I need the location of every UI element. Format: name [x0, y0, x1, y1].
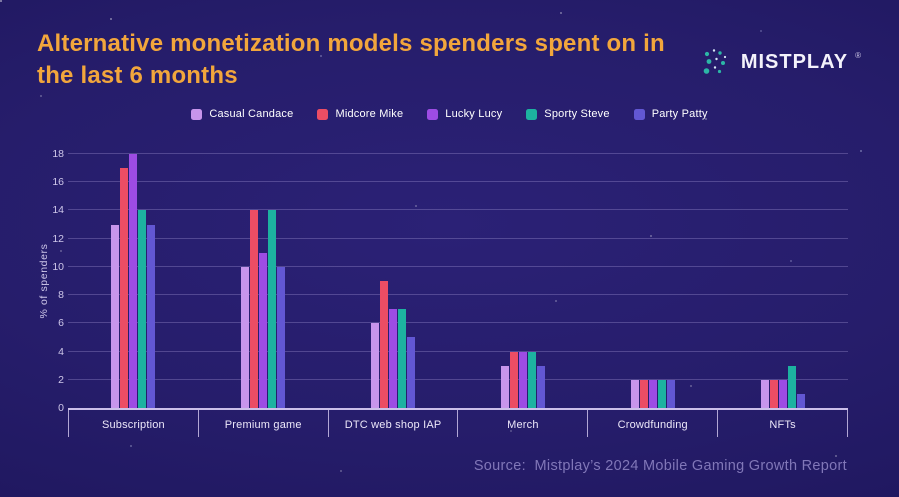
x-axis-label: DTC web shop IAP [327, 410, 458, 437]
legend-label: Sporty Steve [544, 108, 610, 120]
bar [779, 379, 787, 408]
legend-label: Lucky Lucy [445, 108, 503, 120]
y-tick-label: 8 [58, 289, 64, 302]
bar [528, 351, 536, 408]
gridline [68, 378, 848, 380]
mistplay-logo-icon [703, 49, 726, 74]
gridline [68, 237, 848, 239]
legend-item: Casual Candace [191, 108, 293, 120]
x-axis-label: Crowdfunding [587, 410, 717, 437]
bar-group [458, 154, 588, 408]
y-tick-label: 0 [58, 402, 64, 414]
bar [259, 252, 267, 408]
bar [111, 224, 119, 408]
bar [277, 266, 285, 408]
y-tick-label: 14 [52, 204, 64, 217]
legend-swatch [633, 108, 645, 120]
bar [761, 379, 769, 408]
legend-label: Casual Candace [209, 108, 294, 120]
y-tick-label: 18 [52, 148, 64, 160]
bar-group [718, 154, 848, 408]
bar [250, 210, 258, 408]
bar [667, 379, 675, 408]
legend-label: Party Patty [651, 108, 708, 120]
bar [797, 393, 805, 408]
bar [389, 309, 397, 408]
legend-swatch [317, 108, 329, 120]
legend-item: Sporty Steve [526, 108, 609, 120]
mistplay-logo: MISTPLAY ® [698, 44, 861, 80]
bar [380, 281, 388, 408]
gridline [68, 209, 848, 211]
bar [398, 309, 406, 408]
bar-group [68, 154, 198, 408]
bar-group [328, 154, 458, 408]
bar-groups [68, 154, 848, 408]
gridline [68, 322, 848, 324]
y-tick-label: 2 [58, 373, 64, 386]
gridline [68, 153, 848, 154]
bar [268, 210, 276, 408]
y-tick-label: 4 [58, 345, 64, 358]
bar [658, 379, 666, 408]
legend-swatch [526, 108, 538, 120]
legend-swatch [191, 108, 203, 120]
bar [770, 379, 778, 408]
bar-group [588, 154, 718, 408]
y-tick-label: 16 [52, 176, 64, 189]
bar [788, 365, 796, 408]
legend-swatch [427, 108, 439, 120]
bar [537, 365, 545, 408]
source-attribution: Source: Mistplay’s 2024 Mobile Gaming Gr… [473, 458, 847, 474]
bar [631, 379, 639, 408]
gridline [68, 294, 848, 296]
bar [138, 210, 146, 408]
bar [407, 337, 415, 408]
x-axis-label: Merch [457, 410, 587, 437]
y-axis-ticks: 0 2 4 6 8 10 12 14 16 18 [0, 148, 64, 414]
registered-mark: ® [855, 50, 861, 60]
bar [129, 154, 137, 408]
title-line-2: the last 6 months [37, 62, 238, 89]
chart-legend: Casual Candace Midcore Mike Lucky Lucy Spor… [0, 108, 899, 120]
y-tick-label: 10 [52, 260, 64, 273]
legend-item: Party Patty [633, 108, 708, 120]
legend-item: Lucky Lucy [427, 108, 502, 120]
legend-item: Midcore Mike [317, 108, 403, 120]
bar-group [198, 154, 328, 408]
bar [147, 224, 155, 408]
x-axis-label: NFTs [717, 410, 848, 437]
bar [649, 379, 657, 408]
x-axis-label: Premium game [197, 410, 328, 437]
x-axis-label: Subscription [68, 410, 198, 437]
y-tick-label: 6 [58, 317, 64, 330]
title-line-1: Alternative monetization models spenders… [37, 30, 665, 57]
gridline [68, 265, 848, 267]
bar [510, 351, 518, 408]
bar [371, 323, 379, 408]
legend-label: Midcore Mike [335, 108, 404, 120]
gridline [68, 181, 848, 183]
y-tick-label: 12 [52, 232, 64, 245]
mistplay-logo-text: MISTPLAY [740, 50, 849, 73]
gridline [68, 350, 848, 352]
bar [241, 266, 249, 408]
bar [519, 351, 527, 408]
bar [120, 168, 128, 408]
bar [501, 365, 509, 408]
page-title: Alternative monetization models spenders… [37, 28, 665, 92]
bar [640, 379, 648, 408]
plot-area [68, 153, 848, 408]
x-axis: Subscription Premium game DTC web shop IAP… [68, 408, 848, 437]
